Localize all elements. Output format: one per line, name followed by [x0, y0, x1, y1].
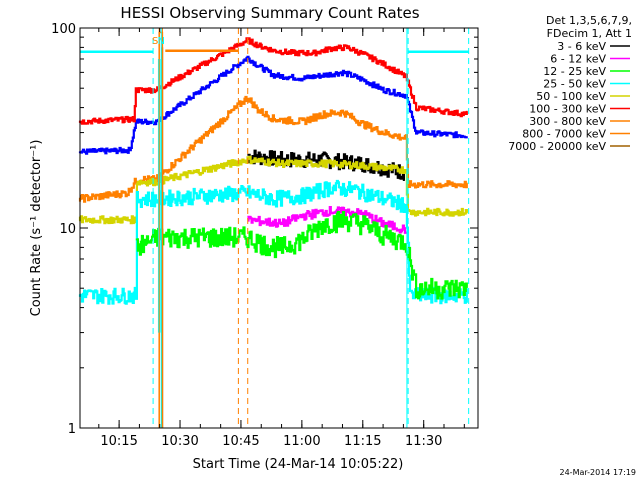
series-line-300-800-kev — [78, 95, 468, 203]
legend-label-6-12-kev: 6 - 12 keV — [550, 53, 606, 66]
y-tick-label-2: 100 — [51, 22, 76, 37]
legend-label-25-50-kev: 25 - 50 keV — [543, 78, 606, 91]
x-tick-label-2: 10:45 — [222, 434, 259, 449]
series-line-3-6-kev — [247, 149, 405, 181]
legend-header-1: FDecim 1, Att 1 — [547, 27, 632, 40]
x-tick-label-3: 11:00 — [283, 434, 320, 449]
chart-title: HESSI Observing Summary Count Rates — [120, 4, 419, 22]
legend-label-300-800-kev: 300 - 800 keV — [529, 115, 606, 128]
series-line-25-50-kev — [78, 179, 468, 305]
series-line-unlabeled — [78, 55, 468, 155]
x-tick-label-5: 11:30 — [405, 434, 442, 449]
legend-label-50-100-kev: 50 - 100 keV — [536, 90, 606, 103]
legend-label-100-300-kev: 100 - 300 keV — [529, 103, 606, 116]
series-line-50-100-kev — [78, 155, 468, 225]
legend-label-3-6-kev: 3 - 6 keV — [557, 40, 606, 53]
series-line-100-300-kev — [78, 37, 468, 125]
flag-label-n: N — [157, 36, 164, 47]
x-tick-label-0: 10:15 — [100, 434, 137, 449]
legend: Det 1,3,5,6,7,9,FDecim 1, Att 13 - 6 keV… — [508, 14, 632, 153]
y-axis-label: Count Rate (s⁻¹ detector⁻¹) — [29, 140, 44, 317]
footer-timestamp: 24-Mar-2014 17:19 — [560, 468, 637, 477]
y-tick-label-1: 10 — [59, 222, 76, 237]
series-line-6-12-kev — [247, 206, 407, 234]
legend-label-800-7000-kev: 800 - 7000 keV — [522, 128, 606, 141]
legend-header-0: Det 1,3,5,6,7,9, — [546, 14, 632, 27]
series-line-12-25-kev — [135, 210, 468, 300]
x-tick-label-1: 10:30 — [161, 434, 198, 449]
y-tick-label-0: 1 — [68, 422, 76, 437]
x-axis-label: Start Time (24-Mar-14 10:05:22) — [193, 457, 404, 472]
x-tick-label-4: 11:15 — [344, 434, 381, 449]
flag-label-s: S — [152, 36, 158, 47]
legend-label-12-25-kev: 12 - 25 keV — [543, 65, 606, 78]
axis-layer: 10:15 10:30 10:45 11:00 11:15 11:30 1 10 100 — [51, 22, 478, 449]
legend-label-7000-20000-kev: 7000 - 20000 keV — [508, 140, 606, 153]
